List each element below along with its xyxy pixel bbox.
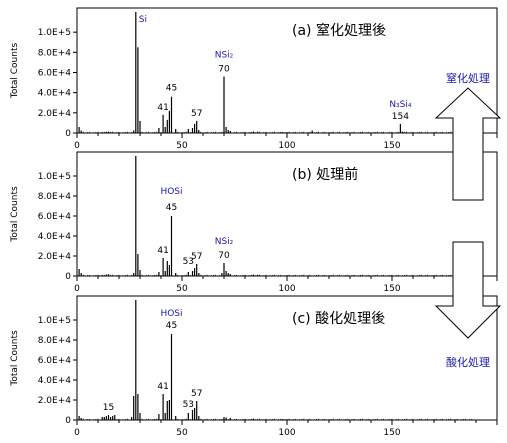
peak-annotation: 70 — [218, 64, 230, 74]
panel-title: (b) 処理前 — [292, 166, 358, 183]
peak-annotation: 57 — [191, 252, 202, 262]
panel-title: (a) 窒化処理後 — [292, 22, 386, 39]
x-tick-label: 150 — [383, 428, 400, 438]
peak-annotation: NSi₂ — [215, 237, 234, 247]
y-tick-label: 2.0E+4 — [38, 396, 72, 406]
x-tick-label: 100 — [278, 428, 295, 438]
x-tick-label: 0 — [74, 428, 80, 438]
peak-annotation: 41 — [157, 103, 168, 113]
peak-annotation: 57 — [191, 389, 202, 399]
y-tick-label: 4.0E+4 — [38, 232, 72, 242]
peak-annotation: 45 — [166, 321, 177, 331]
x-tick-label: 50 — [176, 284, 188, 294]
down-arrow-icon — [434, 241, 502, 339]
plot-frame — [76, 295, 498, 421]
peak-annotation: 41 — [157, 382, 168, 392]
x-tick-label: 50 — [176, 141, 188, 151]
down-arrow-label: 酸化処理 — [446, 355, 490, 369]
y-tick-label: 2.0E+4 — [38, 252, 72, 262]
y-axis-label: Total Counts — [10, 330, 20, 387]
peak-annotation: 41 — [157, 246, 168, 256]
peak-annotation: 53 — [183, 400, 194, 410]
y-tick-label: 0 — [65, 129, 71, 139]
y-tick-label: 4.0E+4 — [38, 89, 72, 99]
peak-annotation: 15 — [103, 403, 114, 413]
up-arrow-label: 窒化処理 — [446, 71, 490, 85]
x-tick-label: 0 — [74, 141, 80, 151]
y-tick-label: 8.0E+4 — [38, 48, 72, 58]
peak-annotation: 45 — [166, 203, 177, 213]
peak-annotation: 45 — [166, 84, 177, 94]
peak-annotation: HOSi — [160, 187, 182, 197]
y-tick-label: 1.0E+5 — [38, 316, 71, 326]
panel-title: (c) 酸化処理後 — [292, 311, 385, 327]
up-arrow-icon — [434, 87, 502, 201]
y-tick-label: 6.0E+4 — [38, 69, 72, 79]
y-tick-label: 4.0E+4 — [38, 376, 72, 386]
y-tick-label: 1.0E+5 — [38, 172, 71, 182]
peak-annotation: Si — [139, 15, 147, 25]
x-tick-label: 100 — [278, 284, 295, 294]
x-tick-label: 100 — [278, 141, 295, 151]
y-tick-label: 6.0E+4 — [38, 212, 72, 222]
y-tick-label: 1.0E+5 — [38, 28, 71, 38]
y-tick-label: 0 — [65, 416, 71, 426]
x-tick-label: 0 — [74, 284, 80, 294]
y-tick-label: 8.0E+4 — [38, 192, 72, 202]
y-tick-label: 8.0E+4 — [38, 336, 72, 346]
peak-annotation: NSi₂ — [215, 50, 234, 60]
peak-annotation: 57 — [191, 109, 202, 119]
y-axis-label: Total Counts — [10, 186, 20, 243]
y-tick-label: 2.0E+4 — [38, 109, 72, 119]
peak-annotation: 53 — [183, 257, 194, 267]
x-tick-label: 150 — [383, 284, 400, 294]
x-tick-label: 150 — [383, 141, 400, 151]
peak-annotation: HOSi — [160, 309, 182, 319]
peak-annotation: 70 — [218, 251, 230, 261]
y-tick-label: 6.0E+4 — [38, 356, 72, 366]
plot-frame — [76, 7, 498, 134]
y-axis-label: Total Counts — [10, 43, 20, 100]
peak-annotation: 154 — [392, 112, 409, 122]
plot-frame — [76, 151, 498, 277]
x-tick-label: 50 — [176, 428, 188, 438]
peak-annotation: N₃Si₄ — [389, 100, 412, 110]
y-tick-label: 0 — [65, 272, 71, 282]
